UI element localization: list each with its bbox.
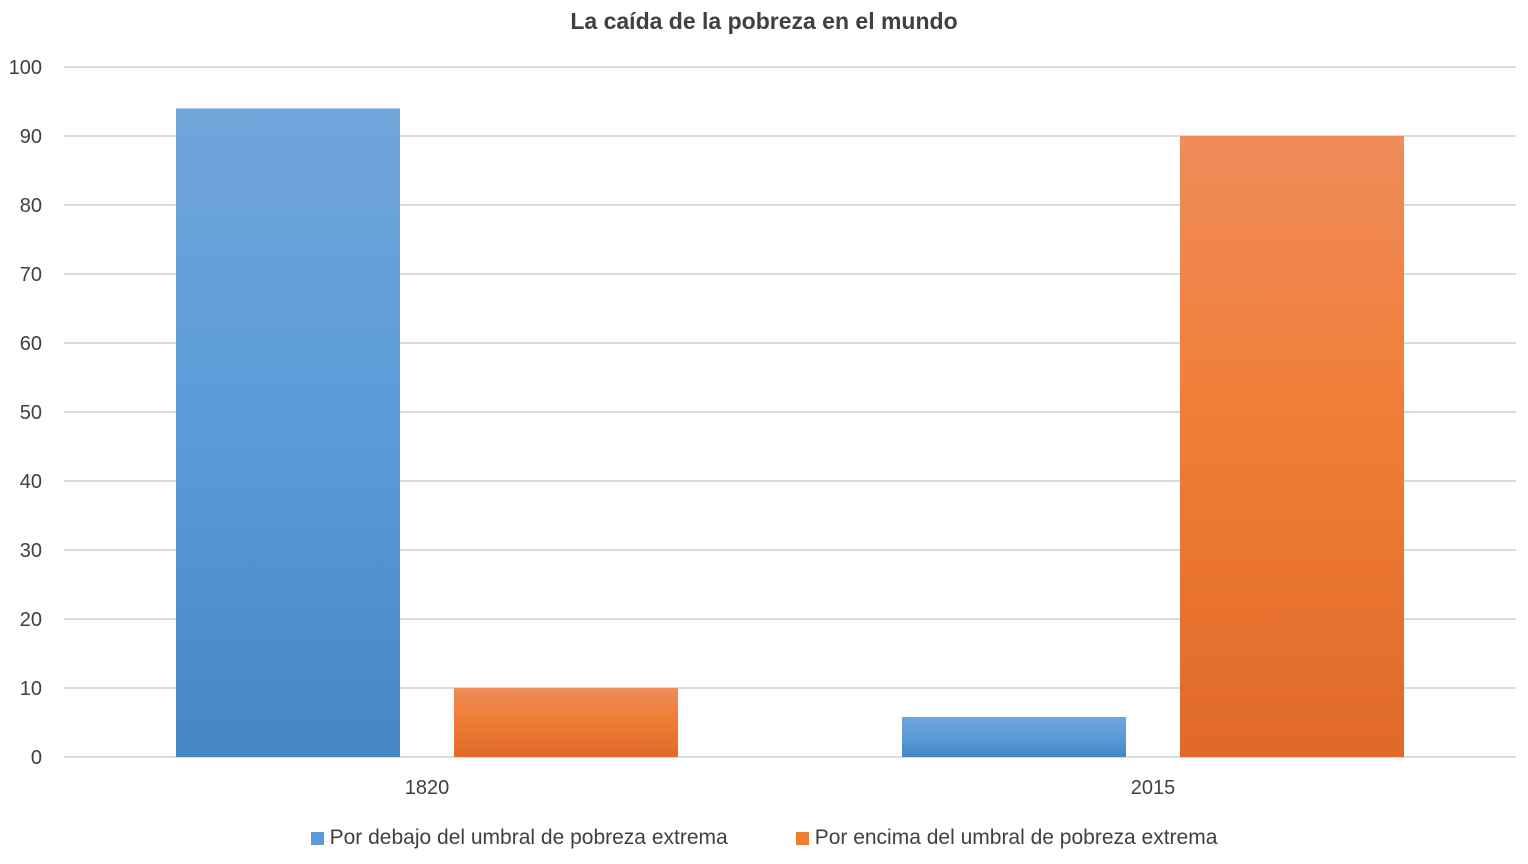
y-tick-label: 100	[9, 57, 42, 79]
y-tick-label: 10	[20, 678, 42, 700]
legend-swatch-blue	[310, 831, 324, 845]
y-tick-label: 50	[20, 402, 42, 424]
bar-2015-series-1	[1180, 136, 1404, 757]
bar-2015-series-0	[902, 716, 1126, 757]
legend-item-below: Por debajo del umbral de pobreza extrema	[310, 826, 728, 850]
y-tick-label: 60	[20, 333, 42, 355]
y-tick-label: 90	[20, 126, 42, 148]
legend: Por debajo del umbral de pobreza extrema…	[0, 826, 1528, 850]
y-tick-label: 20	[20, 609, 42, 631]
bar-1820-series-0	[176, 108, 400, 757]
legend-label: Por debajo del umbral de pobreza extrema	[329, 826, 728, 849]
bar-1820-series-1	[454, 688, 678, 757]
legend-item-above: Por encima del umbral de pobreza extrema	[795, 826, 1218, 850]
y-tick-label: 0	[31, 747, 42, 769]
y-tick-label: 40	[20, 471, 42, 493]
x-tick-label: 1820	[405, 777, 450, 799]
legend-swatch-orange	[795, 831, 809, 845]
legend-label: Por encima del umbral de pobreza extrema	[814, 826, 1218, 849]
y-tick-label: 30	[20, 540, 42, 562]
chart-title: La caída de la pobreza en el mundo	[570, 8, 958, 34]
y-tick-label: 80	[20, 195, 42, 217]
y-tick-label: 70	[20, 264, 42, 286]
x-tick-label: 2015	[1131, 777, 1176, 799]
